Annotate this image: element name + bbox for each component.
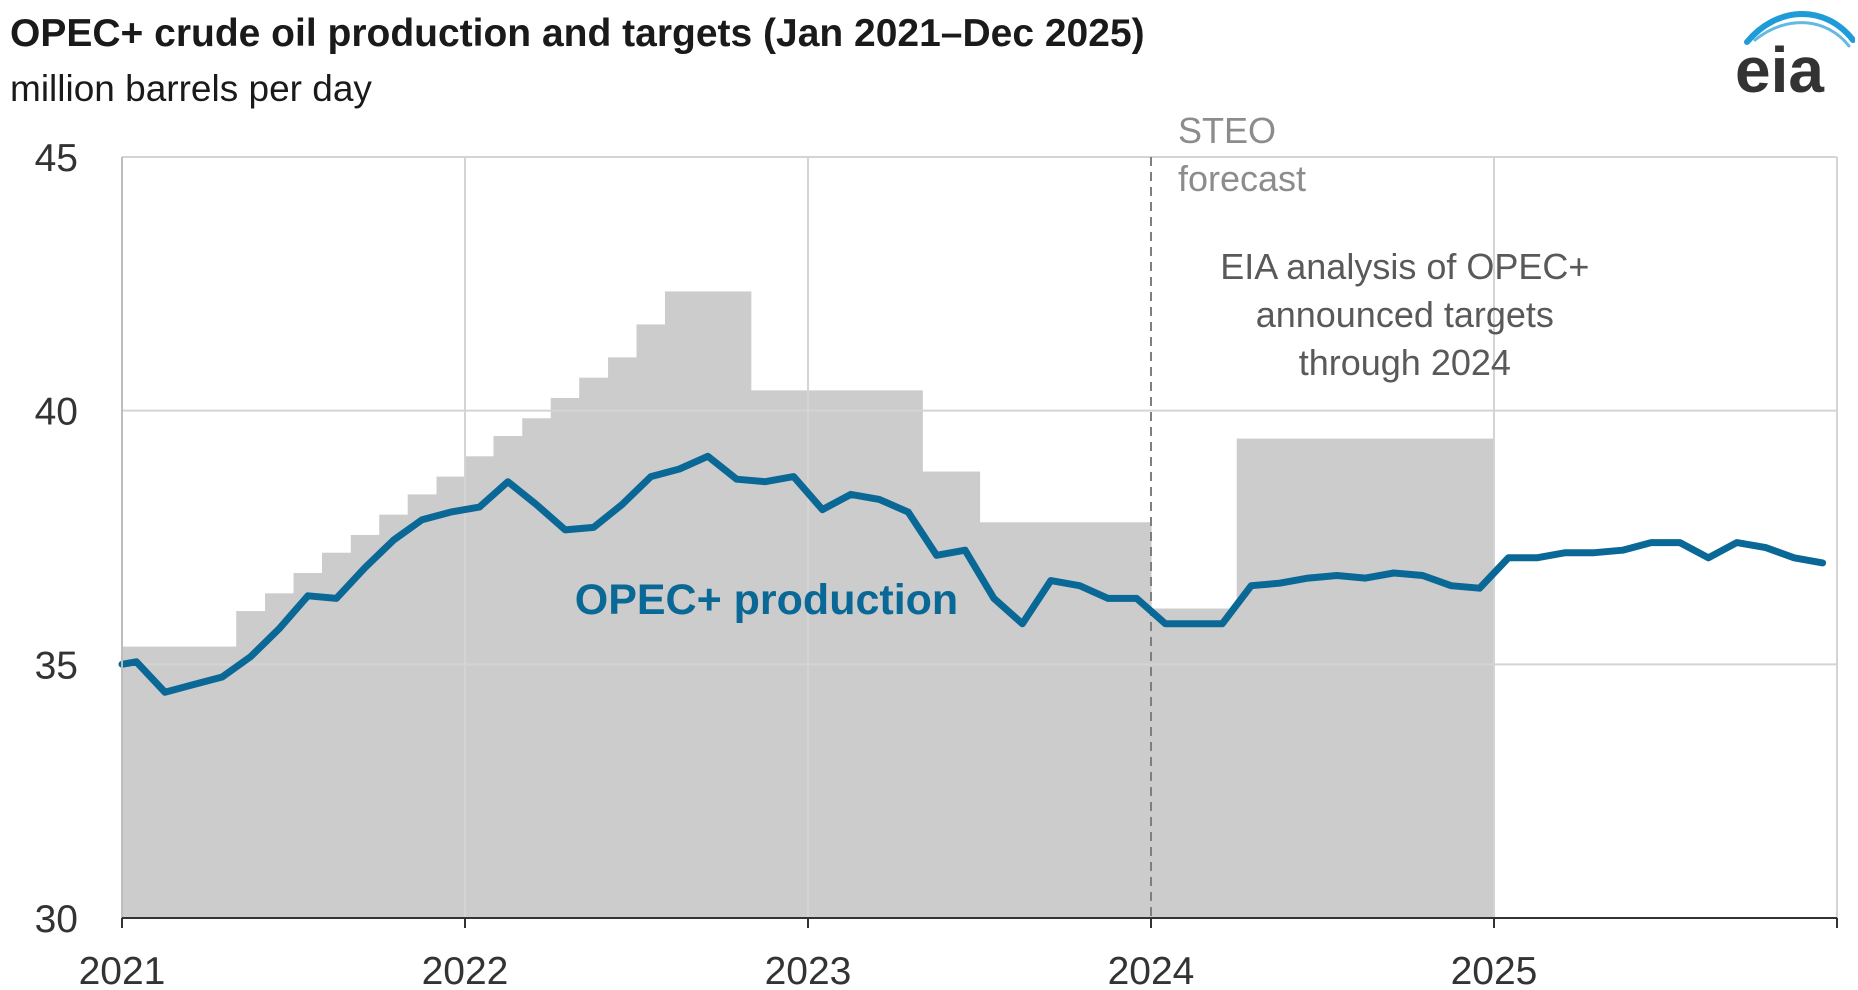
target-step-12 (550, 397, 580, 918)
production-series (118, 452, 1827, 696)
analysis-label-line-1: announced targets (1256, 294, 1554, 335)
grid (122, 156, 1838, 918)
target-step-10 (493, 436, 523, 918)
axes: 2021 2022 2023 2024 2025 30 35 40 45 (35, 137, 1838, 990)
target-step-14 (608, 357, 638, 918)
eia-logo-text: eia (1735, 34, 1824, 100)
analysis-label-line-2: through 2024 (1299, 342, 1511, 383)
target-step-8 (436, 476, 466, 918)
forecast-label-line-0: STEO (1178, 110, 1276, 151)
target-step-13 (579, 377, 609, 918)
target-step-20 (1151, 608, 1238, 918)
x-tick-label-0: 2021 (79, 950, 166, 990)
target-step-7 (407, 494, 438, 918)
target-step-4 (321, 552, 352, 918)
forecast-label-line-1: forecast (1178, 158, 1306, 199)
target-step-18 (922, 471, 981, 918)
target-steps (122, 291, 1495, 919)
x-tick-label-2: 2023 (765, 950, 852, 990)
eia-logo: eia (1735, 11, 1855, 100)
analysis-label-line-0: EIA analysis of OPEC+ (1220, 246, 1589, 287)
series-label: OPEC+ production (575, 576, 958, 624)
y-tick-label-0: 30 (35, 898, 78, 941)
target-step-21 (1236, 438, 1495, 918)
target-step-9 (465, 456, 495, 918)
production-line (118, 452, 1827, 696)
chart-subtitle: million barrels per day (10, 68, 372, 109)
x-tick-label-3: 2024 (1108, 950, 1195, 990)
target-step-17 (750, 390, 923, 919)
target-step-19 (979, 522, 1152, 918)
target-step-6 (379, 514, 409, 918)
y-tick-label-1: 35 (35, 644, 78, 687)
chart-title: OPEC+ crude oil production and targets (… (10, 12, 1145, 55)
target-step-3 (293, 573, 323, 918)
annotations: STEO forecast EIA analysis of OPEC+ announc… (575, 110, 1590, 624)
target-step-5 (350, 534, 380, 918)
target-step-15 (636, 324, 666, 918)
x-tick-label-1: 2022 (422, 950, 509, 990)
x-tick-label-4: 2025 (1451, 950, 1538, 990)
y-tick-label-2: 40 (35, 391, 78, 434)
y-tick-label-3: 45 (35, 137, 78, 180)
target-step-2 (265, 593, 295, 918)
target-step-16 (664, 291, 752, 918)
